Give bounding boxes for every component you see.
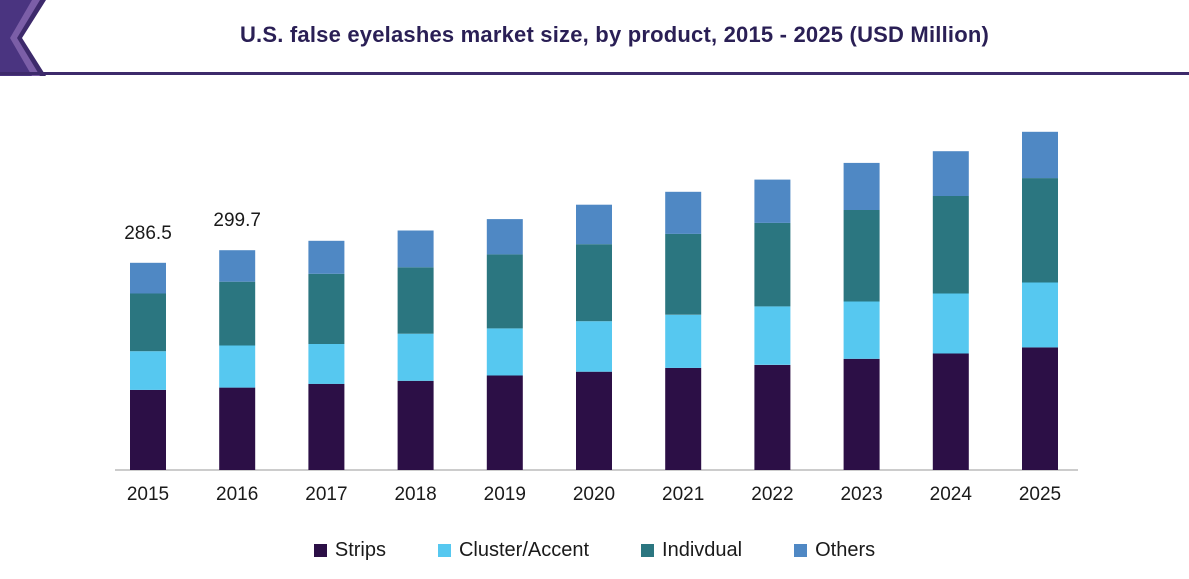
bar-segment-cluster-accent-2023 [843,301,880,359]
bar-segment-others-2017 [308,240,345,274]
bar-segment-indivdual-2021 [665,233,702,315]
x-tick-label: 2021 [662,484,704,505]
bar-segment-others-2022 [754,179,791,223]
bar-segment-strips-2021 [665,367,702,470]
bar-segment-indivdual-2019 [486,254,523,329]
bar-segment-others-2024 [932,151,969,196]
bar-segment-cluster-accent-2016 [219,345,256,388]
bar-segment-strips-2023 [843,358,880,470]
bar-segment-strips-2019 [486,375,523,470]
header-rule [0,72,1189,75]
bar-segment-indivdual-2025 [1022,178,1058,283]
bar-segment-strips-2015 [130,389,166,470]
x-tick-label: 2024 [930,484,973,505]
x-tick-label: 2018 [394,484,436,505]
bar-segment-indivdual-2017 [308,273,345,344]
bar-segment-strips-2016 [219,387,256,470]
bar-segment-others-2018 [397,230,434,268]
bar-segment-cluster-accent-2022 [754,306,791,365]
data-label-total: 286.5 [124,223,172,244]
bar-segment-others-2021 [665,191,702,234]
bar-segment-strips-2018 [397,380,434,470]
x-tick-label: 2023 [840,484,882,505]
chart-header: U.S. false eyelashes market size, by pro… [0,0,1189,76]
corner-badge-icon [0,0,46,76]
bar-segment-others-2016 [219,250,256,282]
bar-segment-strips-2024 [932,353,969,470]
legend-swatch [794,543,808,557]
bar-segment-indivdual-2018 [397,267,434,334]
x-tick-label: 2022 [751,484,793,505]
x-tick-label: 2019 [484,484,526,505]
legend-label: Cluster/Accent [458,538,590,561]
bar-segment-cluster-accent-2025 [1022,282,1058,348]
bar-segment-indivdual-2016 [219,281,256,346]
chart-title: U.S. false eyelashes market size, by pro… [239,22,990,47]
bar-segment-indivdual-2024 [932,196,969,294]
chart-legend: Strips Cluster/Accent Indivdual Others [0,536,1189,564]
bar-segment-others-2020 [576,204,612,245]
bar-segment-cluster-accent-2021 [665,314,702,368]
bar-segment-indivdual-2015 [130,293,166,352]
bar-segment-others-2025 [1022,131,1058,179]
legend-label: Indivdual [662,538,743,561]
bar-segment-strips-2022 [754,364,791,470]
bar-segment-indivdual-2020 [576,244,612,322]
x-tick-label: 2016 [216,484,258,505]
bar-segment-cluster-accent-2019 [486,328,523,376]
chart-plot: 2015 286.5 2016 299.7 2017 2018 2019 2020 2021 20… [115,131,1078,505]
legend-label: Others [815,538,876,561]
legend-swatch [313,543,327,557]
bar-segment-indivdual-2023 [843,210,880,302]
bar-segment-cluster-accent-2018 [397,333,434,381]
bar-segment-strips-2017 [308,383,345,470]
x-tick-label: 2025 [1019,484,1061,505]
legend-swatch [641,543,655,557]
x-tick-label: 2015 [127,484,169,505]
legend-item-cluster-accent: Cluster/Accent [437,538,590,562]
legend-label: Strips [334,538,386,561]
bar-segment-indivdual-2022 [754,222,791,307]
bar-segment-cluster-accent-2020 [576,321,612,372]
bar-segment-cluster-accent-2024 [932,293,969,354]
bar-segment-others-2019 [486,219,523,255]
bar-segment-cluster-accent-2015 [130,351,166,390]
legend-item-indivdual: Indivdual [641,539,742,562]
bar-segment-strips-2025 [1022,347,1058,470]
data-label-total: 299.7 [213,210,261,231]
bar-segment-others-2015 [130,262,166,294]
x-tick-label: 2020 [573,484,615,505]
x-tick-label: 2017 [305,484,347,505]
legend-swatch [437,543,451,557]
bar-segment-others-2023 [843,162,880,210]
bar-segment-cluster-accent-2017 [308,344,345,384]
legend-item-strips: Strips [313,538,386,562]
legend-item-others: Others [794,539,875,562]
bar-segment-strips-2020 [576,371,612,470]
